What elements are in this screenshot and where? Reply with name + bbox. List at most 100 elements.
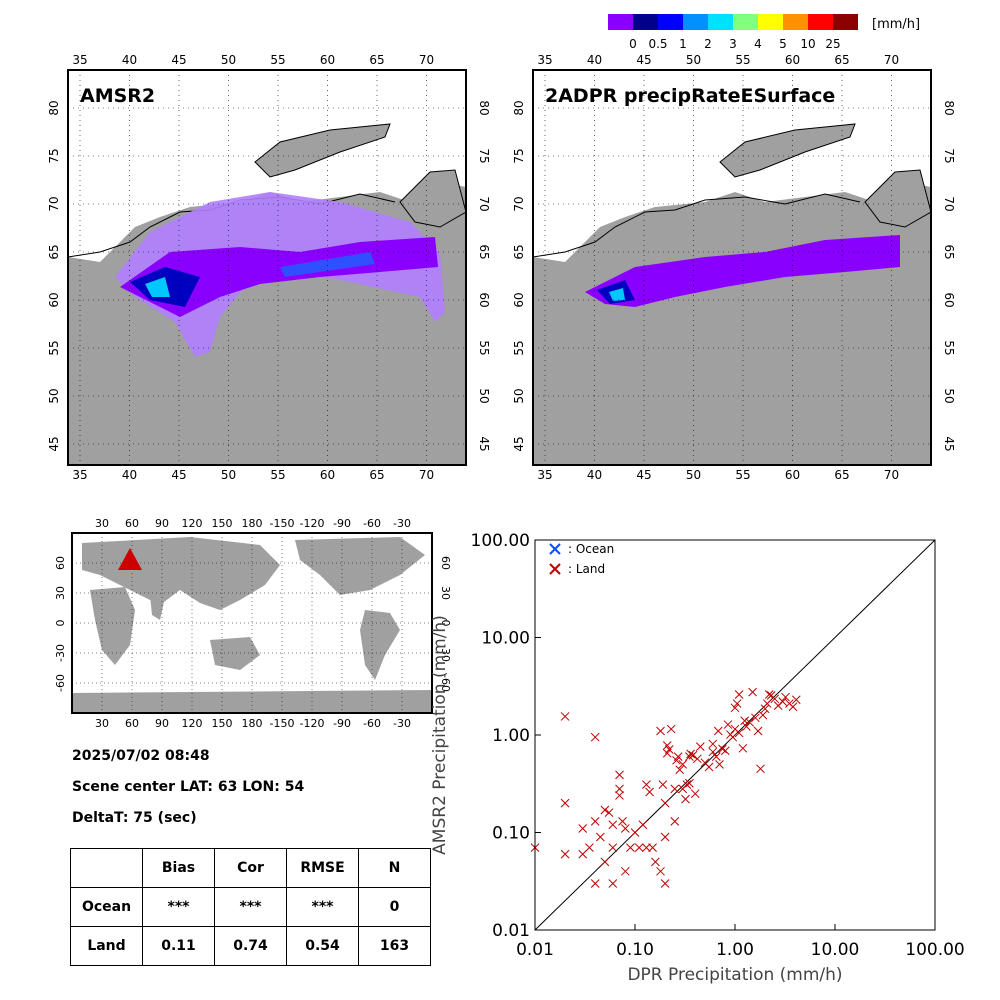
lon-tick-label: 40 <box>587 53 602 67</box>
scene-center: Scene center LAT: 63 LON: 54 <box>72 779 305 795</box>
scatter-point-land <box>615 791 624 800</box>
lon-tick-label: 65 <box>369 53 384 67</box>
header-cell <box>70 848 143 888</box>
map-frame <box>67 69 467 466</box>
scatter-point-land <box>658 780 668 789</box>
y-tick-label: 0.10 <box>492 824 530 844</box>
lat-tick-label: 50 <box>47 388 61 403</box>
lat-tick-label: 50 <box>942 388 956 403</box>
lat-tick-label: 30 <box>439 586 450 600</box>
header-cell: Bias <box>142 848 215 888</box>
scatter-point-land <box>590 817 600 826</box>
lon-tick-label: 50 <box>221 468 236 482</box>
precip-core <box>585 235 900 307</box>
colorbar-tick-label: 0.5 <box>648 37 667 51</box>
scatter-point-land <box>656 726 665 736</box>
x-tick-label: 0.01 <box>516 940 554 960</box>
lat-tick-label: 65 <box>512 244 526 259</box>
y-tick-label: 0.01 <box>492 921 530 941</box>
scatter-point-land <box>781 692 790 702</box>
scatter-point-land <box>770 694 780 704</box>
lon-tick-label: 45 <box>171 468 186 482</box>
lat-tick-label: 65 <box>942 244 956 259</box>
scatter-point-land <box>634 843 644 852</box>
colorbar-swatch <box>683 14 708 30</box>
lon-tick-label: 60 <box>320 468 335 482</box>
lon-tick-label: -60 <box>363 517 381 530</box>
scatter-point-land <box>608 843 618 852</box>
lon-tick-label: 50 <box>686 468 701 482</box>
north-america <box>295 537 425 595</box>
lat-tick-label: 60 <box>439 556 450 570</box>
colorbar-swatch <box>808 14 833 30</box>
colorbar-tick-label: 3 <box>729 37 737 51</box>
lat-tick-label: 70 <box>477 196 491 211</box>
scatter-point-land <box>704 762 714 772</box>
scatter-point-land <box>630 828 640 837</box>
colorbar-tick-label: 25 <box>825 37 840 51</box>
map-grid <box>533 70 931 465</box>
colorbar-tick-label: 5 <box>779 37 787 51</box>
table-row: Land 0.11 0.74 0.54 163 <box>70 926 431 966</box>
scatter-point-land <box>608 879 618 888</box>
lon-tick-label: 55 <box>270 53 285 67</box>
scatter-point-land <box>675 765 685 775</box>
lat-tick-label: 65 <box>477 244 491 259</box>
colorbar-tick-label: 0 <box>629 37 637 51</box>
scatter-point-land <box>708 739 718 749</box>
x-tick-label: 1.00 <box>716 940 754 960</box>
scene-location-marker <box>118 548 142 570</box>
lat-tick-label: 70 <box>512 196 526 211</box>
lon-tick-label: 70 <box>884 53 899 67</box>
scatter-point-land <box>595 832 605 842</box>
lon-tick-label: 120 <box>182 517 203 530</box>
lon-tick-label: 70 <box>884 468 899 482</box>
lon-tick-label: 45 <box>171 53 186 67</box>
lat-tick-label: -60 <box>439 674 450 692</box>
scatter-point-land <box>651 857 660 867</box>
table-cell: *** <box>142 887 215 927</box>
lon-tick-label: 90 <box>155 517 169 530</box>
table-cell: 0 <box>358 887 431 927</box>
lon-tick-label: 180 <box>242 717 263 730</box>
precip-streak <box>280 252 375 277</box>
lat-tick-label: 50 <box>512 388 526 403</box>
scatter-point-land <box>664 745 674 754</box>
scatter-point-land <box>678 759 688 769</box>
plot-frame <box>534 539 936 931</box>
lon-tick-label: 40 <box>122 53 137 67</box>
scatter-point-land <box>642 843 651 852</box>
scatter-point-land <box>734 690 744 699</box>
lat-tick-label: 45 <box>477 436 491 451</box>
legend-marker <box>549 563 561 575</box>
scatter-point-land <box>600 857 610 867</box>
scatter-point-land <box>692 754 702 764</box>
scatter-point-land <box>720 746 730 756</box>
lon-tick-label: 65 <box>369 468 384 482</box>
scatter-point-land <box>788 702 798 712</box>
lon-tick-label: 35 <box>72 53 87 67</box>
lon-tick-label: 180 <box>242 517 263 530</box>
header-cell: N <box>358 848 431 888</box>
scatter-point-land <box>762 699 772 708</box>
scatter-point-land <box>695 742 705 751</box>
table-cell: *** <box>286 887 359 927</box>
scatter-point-land <box>600 805 610 815</box>
scatter-point-land <box>723 720 733 729</box>
scatter-point-land <box>648 843 657 852</box>
scatter-point-land <box>791 695 801 705</box>
scatter-point-land <box>756 764 765 774</box>
scatter-point-land <box>778 697 788 706</box>
lon-tick-label: 40 <box>587 468 602 482</box>
map-grid <box>68 70 466 465</box>
colorbar-swatch <box>708 14 733 30</box>
scatter-point-land <box>620 824 630 833</box>
colorbar-tick-label: 2 <box>704 37 712 51</box>
map-frame <box>532 69 932 466</box>
lat-tick-label: 70 <box>47 196 61 211</box>
map-title: AMSR2 <box>80 85 155 107</box>
lon-tick-label: 45 <box>636 53 651 67</box>
scatter-point-land <box>660 879 670 888</box>
table-row: Ocean *** *** *** 0 <box>70 887 431 927</box>
south-america <box>360 610 400 680</box>
